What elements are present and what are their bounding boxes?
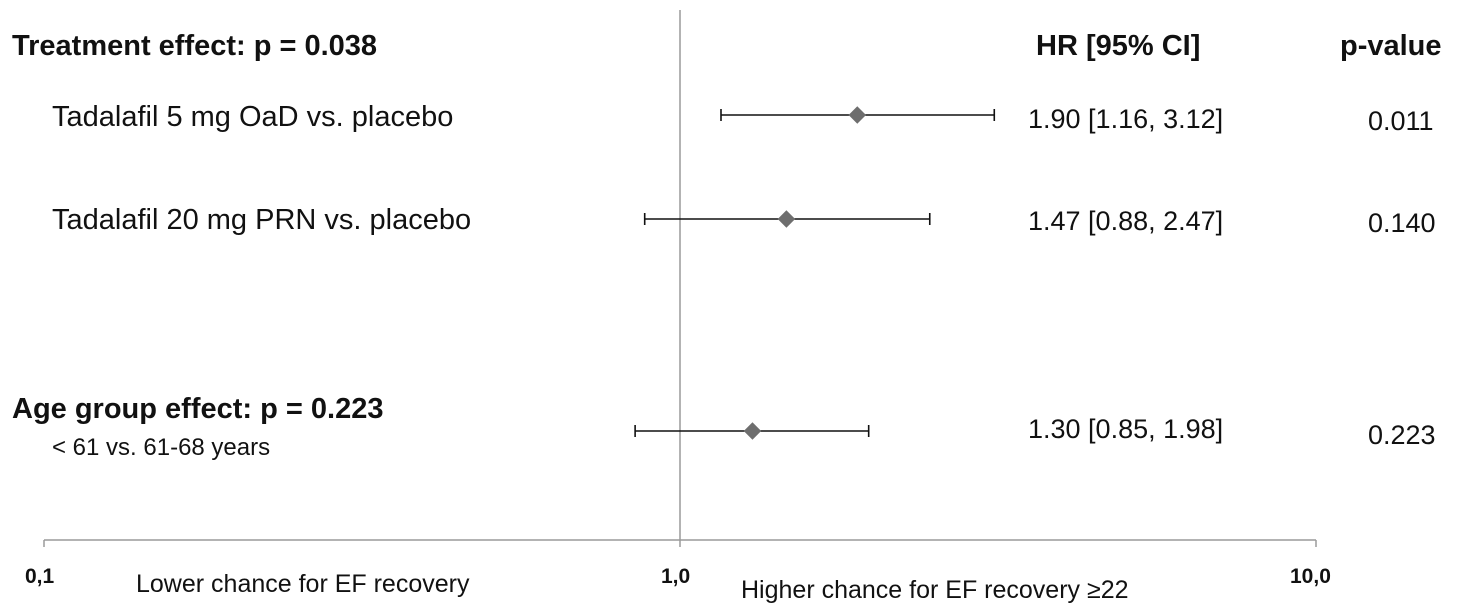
row-label: Tadalafil 5 mg OaD vs. placebo [52,101,454,133]
row-label: Tadalafil 20 mg PRN vs. placebo [52,204,472,236]
p-value: 0.223 [1368,420,1436,450]
group-title-age: Age group effect: p = 0.223 [12,393,384,425]
hr-point-marker [848,106,866,124]
hr-ci-value: 1.90 [1.16, 3.12] [1028,104,1224,134]
x-tick-label: 10,0 [1290,565,1331,588]
column-header-hr: HR [95% CI] [1036,30,1201,62]
x-tick-label: 1,0 [661,565,691,588]
hr-point-marker [777,210,796,228]
x-tick-label: 0,1 [25,565,55,588]
hr-ci-value: 1.47 [0.88, 2.47] [1028,206,1224,236]
column-header-p: p-value [1340,30,1442,62]
forest-marks [634,106,996,440]
p-value: 0.140 [1368,208,1436,238]
x-axis-label-left: Lower chance for EF recovery [136,570,470,598]
hr-ci-value: 1.30 [0.85, 1.98] [1028,414,1224,444]
p-value: 0.011 [1368,106,1434,136]
hr-point-marker [743,422,762,440]
group-title-treatment: Treatment effect: p = 0.038 [12,30,378,62]
group-subtitle-age: < 61 vs. 61-68 years [52,434,271,461]
x-axis [43,10,1317,547]
x-axis-label-right: Higher chance for EF recovery ≥22 [741,576,1129,604]
